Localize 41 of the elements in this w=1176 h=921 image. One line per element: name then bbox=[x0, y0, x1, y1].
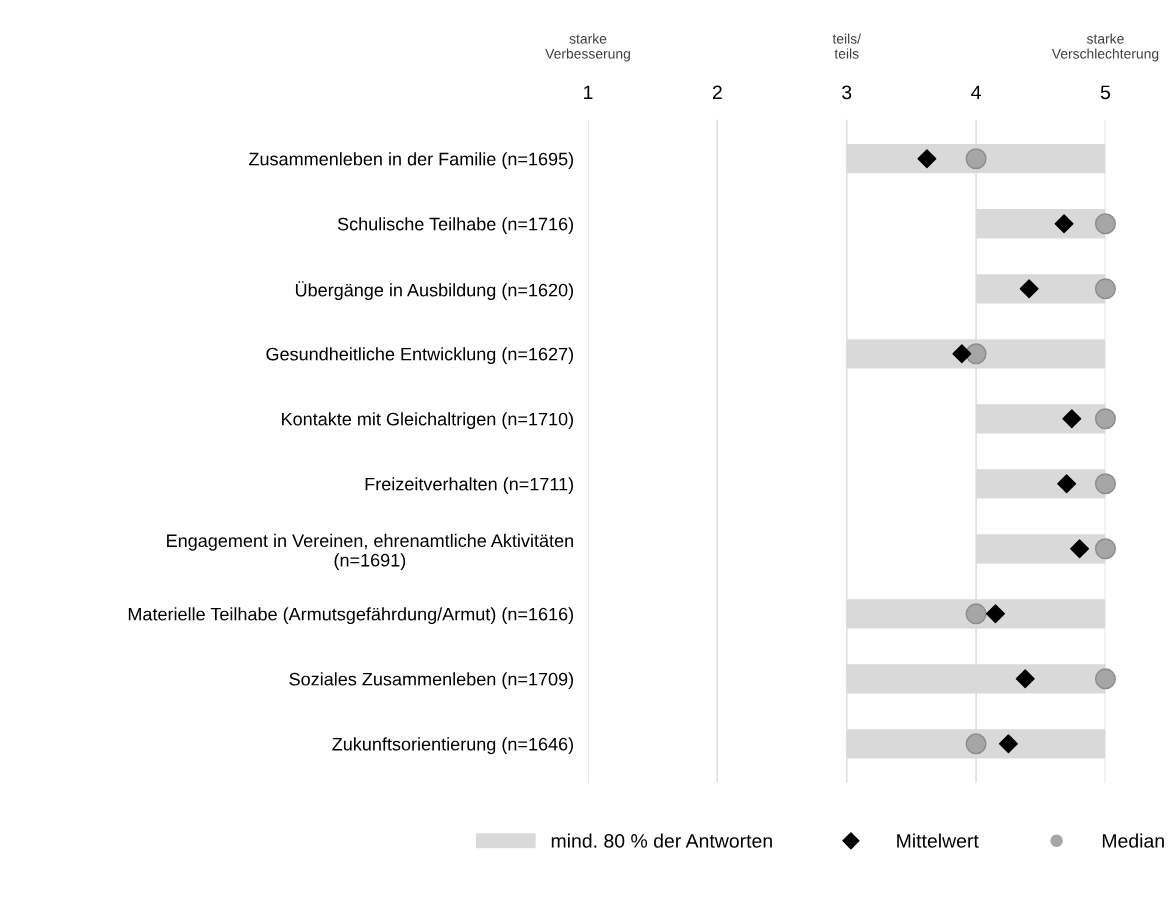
point bbox=[1094, 408, 1116, 430]
point bbox=[1094, 213, 1116, 235]
point bbox=[1057, 474, 1077, 494]
x-tick-label: 5 bbox=[1100, 85, 1111, 100]
y-tick-label: Engagement in Vereinen, ehrenamtliche Aktivitäten (n=1691) bbox=[167, 533, 573, 571]
legend-label: Mittelwert bbox=[897, 833, 979, 848]
y-tick-label: Kontakte mit Gleichaltrigen (n=1710) bbox=[282, 412, 574, 430]
y-tick-label: Freizeitverhalten (n=1711) bbox=[365, 477, 574, 495]
point bbox=[998, 734, 1018, 754]
point bbox=[965, 603, 987, 625]
point bbox=[1019, 279, 1039, 299]
x-tick-label: 3 bbox=[842, 85, 852, 100]
point bbox=[965, 148, 987, 170]
point bbox=[965, 343, 987, 365]
point bbox=[1015, 669, 1035, 689]
point bbox=[1070, 539, 1090, 559]
y-tick-label: Materielle Teilhabe (Armutsgefährdung/Armut) (n=1616) bbox=[128, 607, 574, 625]
point bbox=[1094, 278, 1116, 300]
point bbox=[1062, 409, 1082, 429]
point bbox=[986, 604, 1005, 624]
y-tick-label: Zusammenleben in der Familie (n=1695) bbox=[249, 152, 574, 170]
point bbox=[965, 733, 987, 755]
point bbox=[1094, 473, 1116, 495]
y-tick-label: Schulische Teilhabe (n=1716) bbox=[337, 217, 573, 235]
y-tick-label: Zukunftsorientierung (n=1646) bbox=[332, 737, 574, 755]
y-tick-label: Gesundheitliche Entwicklung (n=1627) bbox=[266, 347, 574, 365]
x-tick-label: 4 bbox=[971, 85, 981, 100]
x-tick-label: 1 bbox=[584, 85, 593, 100]
point bbox=[1054, 214, 1074, 234]
text: starke Verbesserung bbox=[545, 33, 630, 62]
text: starke Verschlechterung bbox=[1051, 33, 1159, 62]
point bbox=[1094, 668, 1116, 690]
y-tick-label: Übergänge in Ausbildung (n=1620) bbox=[295, 281, 574, 301]
x-tick-label: 2 bbox=[712, 85, 722, 100]
point bbox=[1094, 538, 1116, 560]
point bbox=[917, 149, 937, 169]
point bbox=[952, 344, 972, 364]
y-tick-label: Soziales Zusammenleben (n=1709) bbox=[289, 672, 574, 690]
text: teils/ teils bbox=[832, 33, 861, 59]
legend-label: Median bbox=[1102, 833, 1164, 848]
legend-label: mind. 80 % der Antworten bbox=[551, 833, 772, 848]
